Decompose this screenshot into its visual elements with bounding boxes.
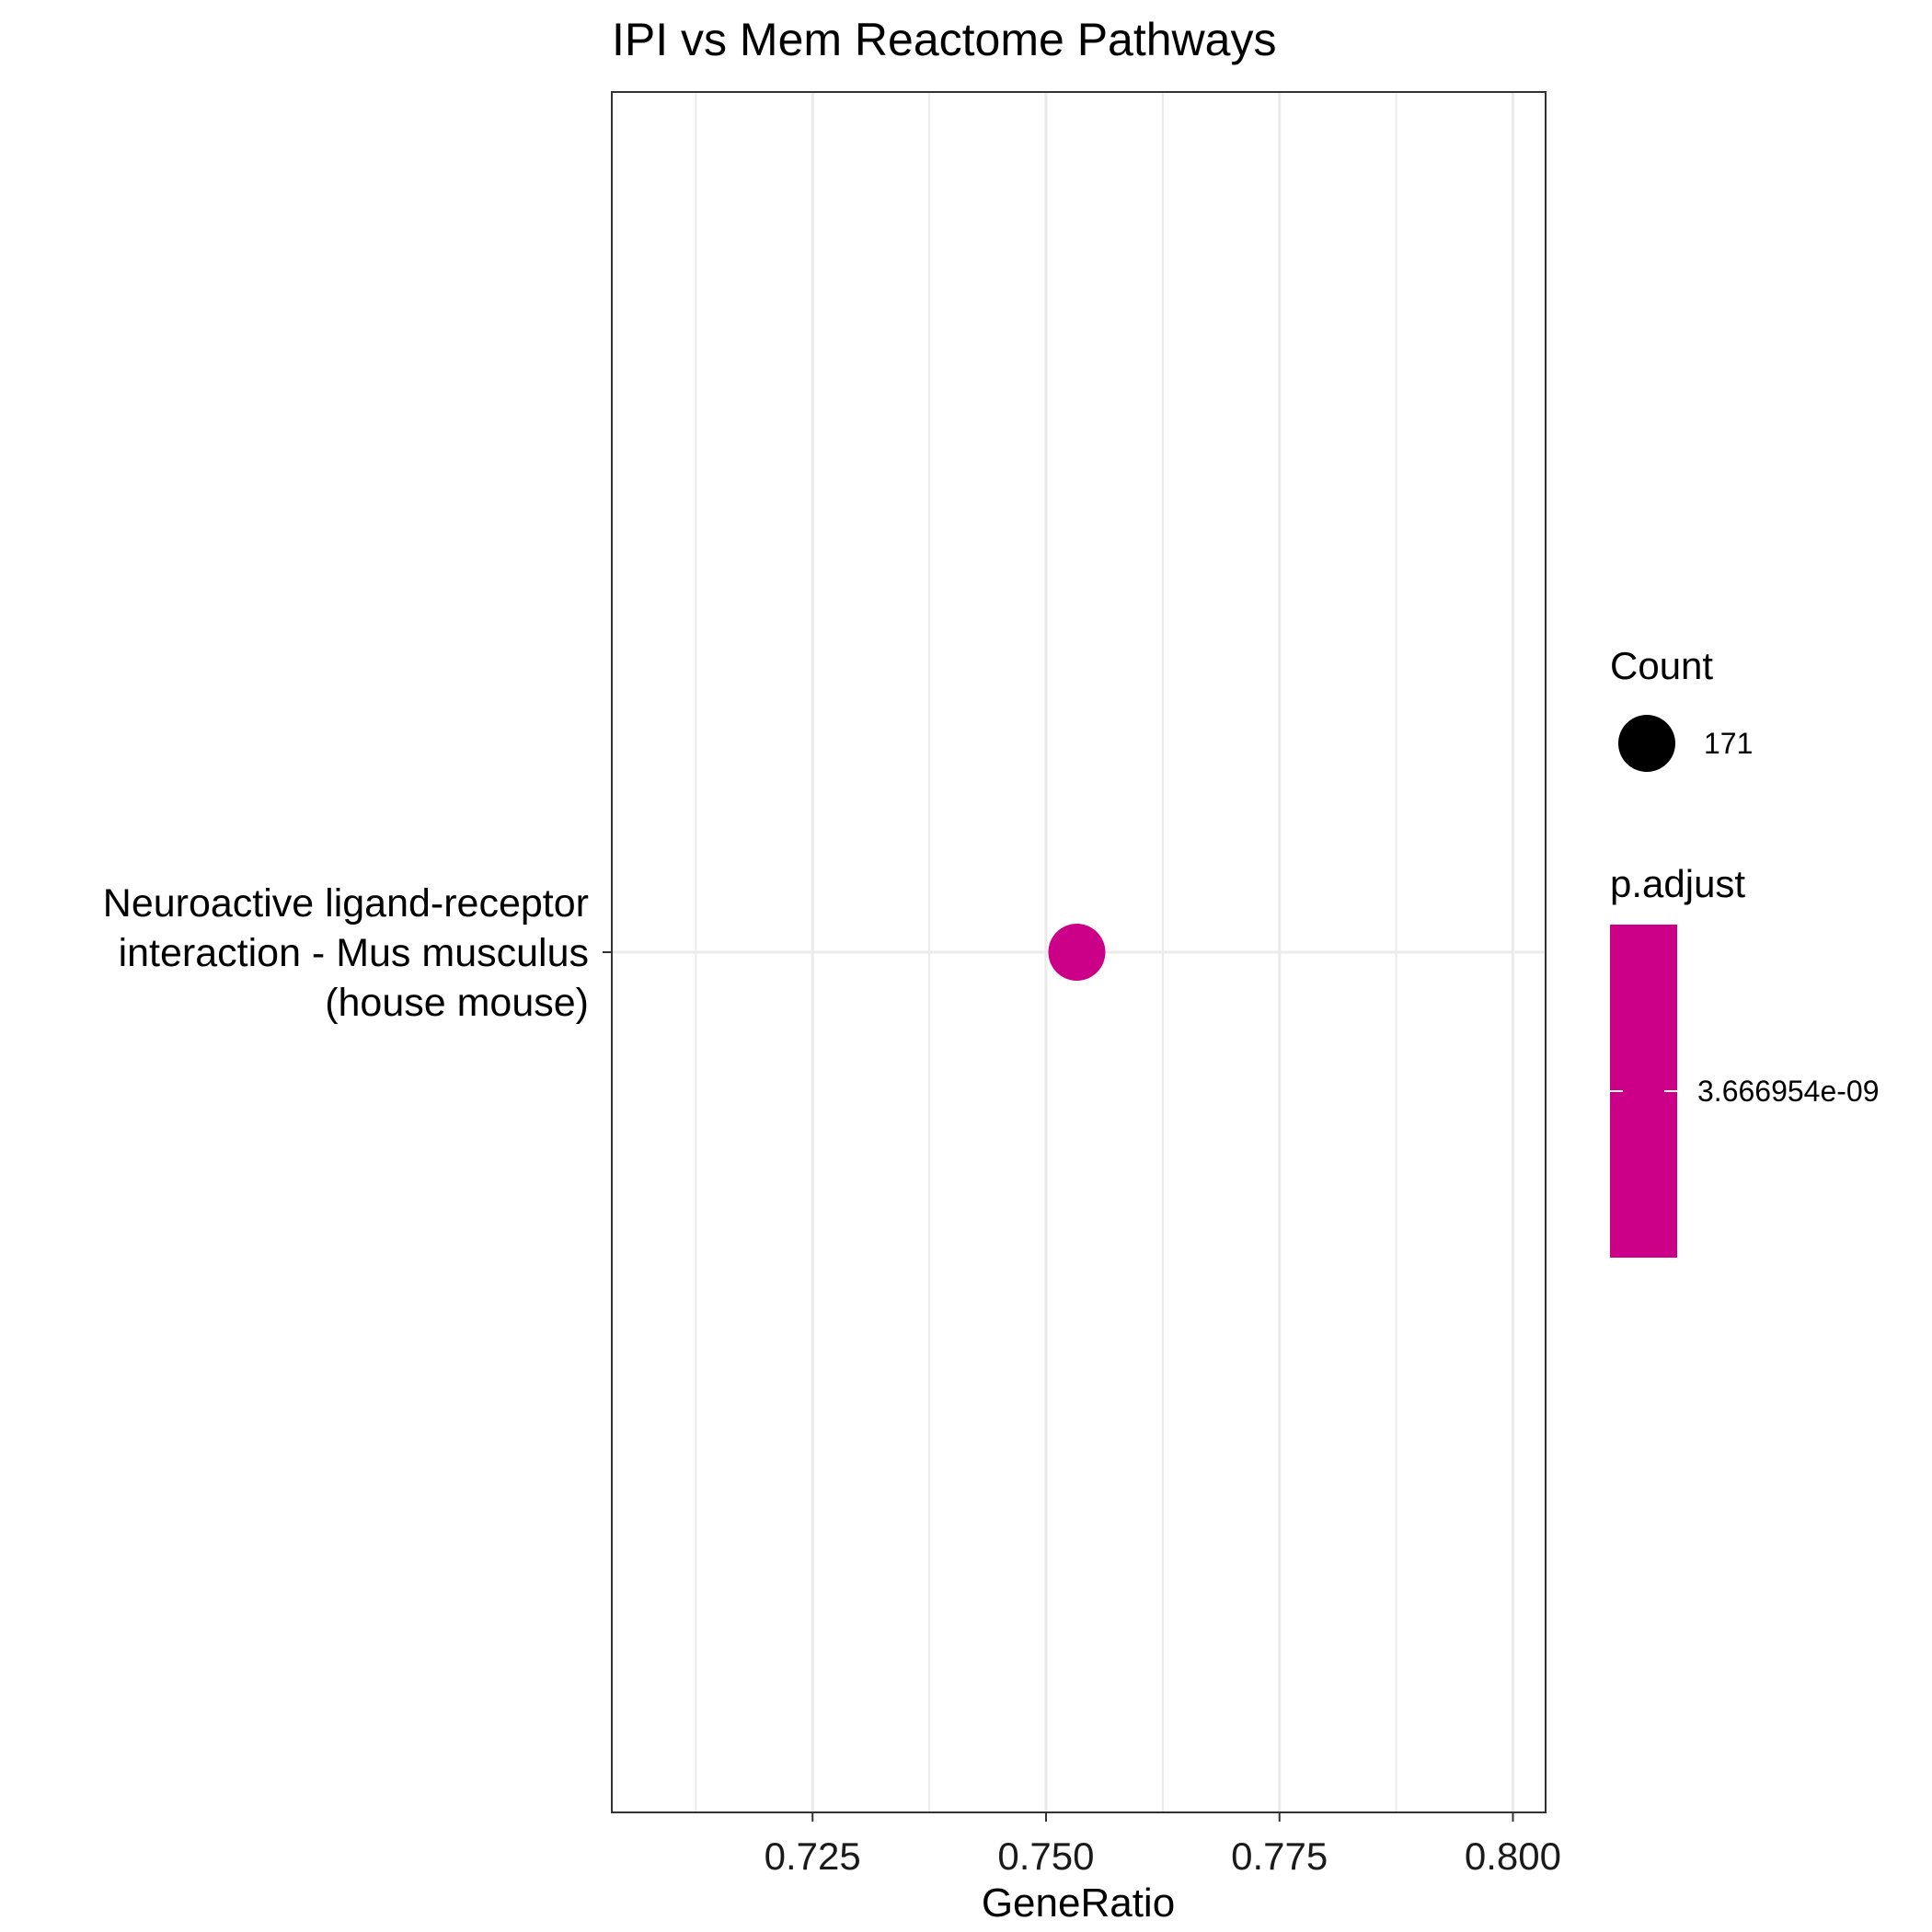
x-axis-ticks: 0.725 0.750 0.775 0.800 [765,1812,1561,1878]
legend-padjust-label: 3.666954e-09 [1697,1075,1880,1108]
y-category-label: Neuroactive ligand-receptor interaction -… [103,881,589,1025]
major-grid [612,92,1546,1812]
x-tick-label: 0.750 [997,1834,1094,1878]
x-axis-title: GeneRatio [982,1880,1175,1926]
chart-title: IPI vs Mem Reactome Pathways [612,14,1276,65]
legend-padjust-title: p.adjust [1610,862,1745,905]
legend-count-key [1618,715,1675,772]
x-tick-label: 0.775 [1231,1834,1328,1878]
x-tick-label: 0.800 [1465,1834,1561,1878]
legend-count-label: 171 [1704,727,1753,760]
legend-count-title: Count [1610,644,1713,687]
y-axis-ticks: Neuroactive ligand-receptor interaction -… [103,881,612,1025]
x-tick-label: 0.725 [765,1834,861,1878]
data-points [1048,924,1106,981]
data-point [1048,924,1106,981]
